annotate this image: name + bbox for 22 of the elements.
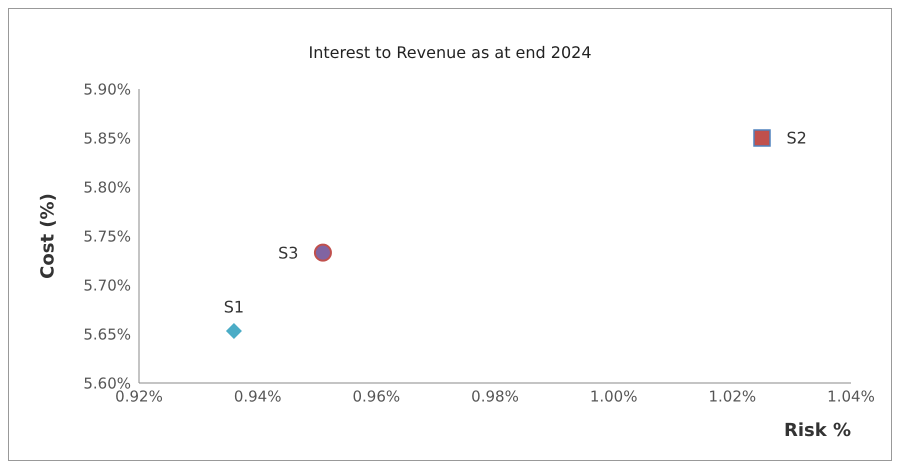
- x-tick-label: 0.94%: [234, 388, 282, 406]
- x-axis-title: Risk %: [784, 420, 851, 441]
- y-tick-label: 5.85%: [83, 129, 131, 148]
- y-tick-label: 5.80%: [83, 178, 131, 196]
- series-label: S2: [786, 128, 807, 148]
- x-tick-label: 1.04%: [827, 388, 875, 406]
- x-tick-label: 1.02%: [708, 388, 756, 406]
- point: [314, 244, 332, 262]
- chart-title: Interest to Revenue as at end 2024: [308, 43, 592, 62]
- point: [226, 323, 242, 340]
- y-tick-label: 5.75%: [83, 227, 131, 246]
- y-tick-label: 5.70%: [83, 276, 131, 294]
- y-tick-label: 5.90%: [83, 80, 131, 98]
- x-tick-label: 0.92%: [115, 388, 163, 406]
- y-tick-label: 5.65%: [83, 325, 131, 344]
- x-tick-label: 0.98%: [471, 388, 519, 406]
- series-label: S1: [224, 298, 244, 317]
- point: [753, 129, 771, 147]
- series-label: S3: [278, 243, 298, 262]
- y-axis-title: Cost (%): [37, 193, 58, 279]
- x-tick-label: 1.00%: [590, 388, 638, 406]
- x-tick-label: 0.96%: [352, 388, 400, 406]
